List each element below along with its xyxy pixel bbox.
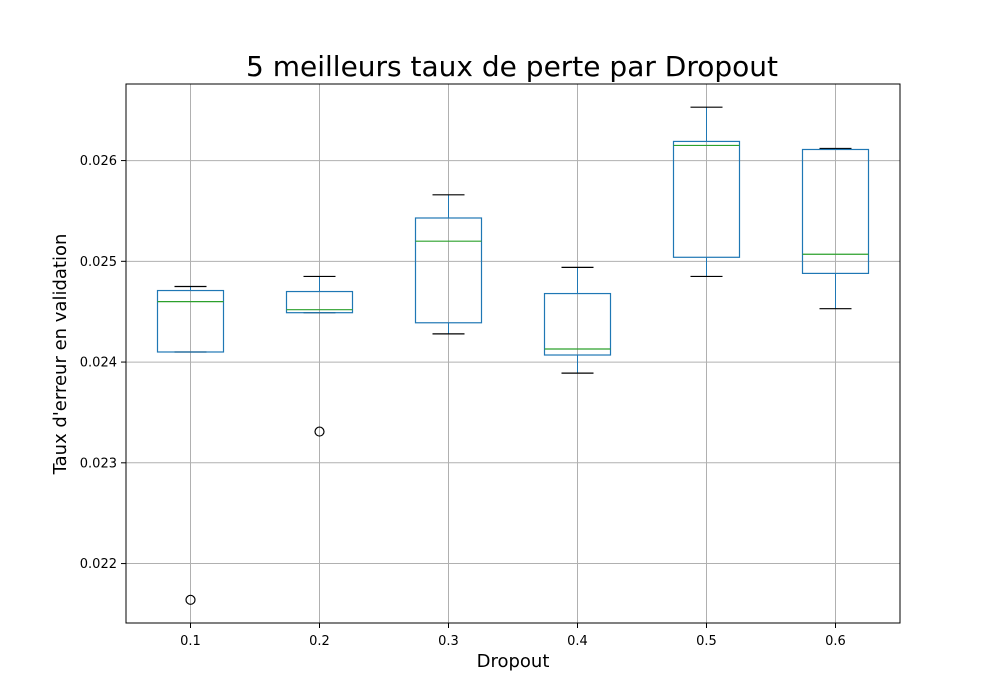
x-tick-label: 0.3 [438,634,459,649]
y-tick-label: 0.023 [80,456,117,471]
y-axis-label: Taux d'erreur en validation [50,234,71,476]
plot-frame [125,83,901,624]
x-tick-label: 0.2 [309,634,330,649]
y-tick-label: 0.025 [80,255,117,270]
box-layer [156,106,870,605]
y-tick-label: 0.026 [80,154,117,169]
x-axis-label: Dropout [477,651,550,672]
box-iqr [285,290,354,314]
x-tick-label: 0.6 [825,634,846,649]
outlier-point [185,594,196,605]
box-group-0-5 [672,106,741,278]
box-iqr [156,289,225,353]
box-group-0-4 [543,266,612,374]
grid-layer [126,84,900,623]
box-iqr [543,292,612,356]
box-iqr [672,140,741,258]
box-group-0-6 [801,147,870,310]
chart-title: 5 meilleurs taux de perte par Dropout [246,50,778,83]
box-group-0-2 [285,275,354,437]
x-tick-label: 0.5 [696,634,717,649]
box-iqr [414,217,483,324]
x-tick-label: 0.4 [567,634,588,649]
y-tick-label: 0.022 [80,557,117,572]
box-group-0-1 [156,285,225,605]
box-group-0-3 [414,194,483,335]
tick-layer: 0.1 0.2 0.3 0.4 0.5 0.6 0.022 0.023 0.024 0.025 0.… [80,154,846,649]
outlier-point [314,426,325,437]
x-tick-label: 0.1 [180,634,201,649]
box-iqr [801,148,870,275]
y-tick-label: 0.024 [80,356,117,371]
